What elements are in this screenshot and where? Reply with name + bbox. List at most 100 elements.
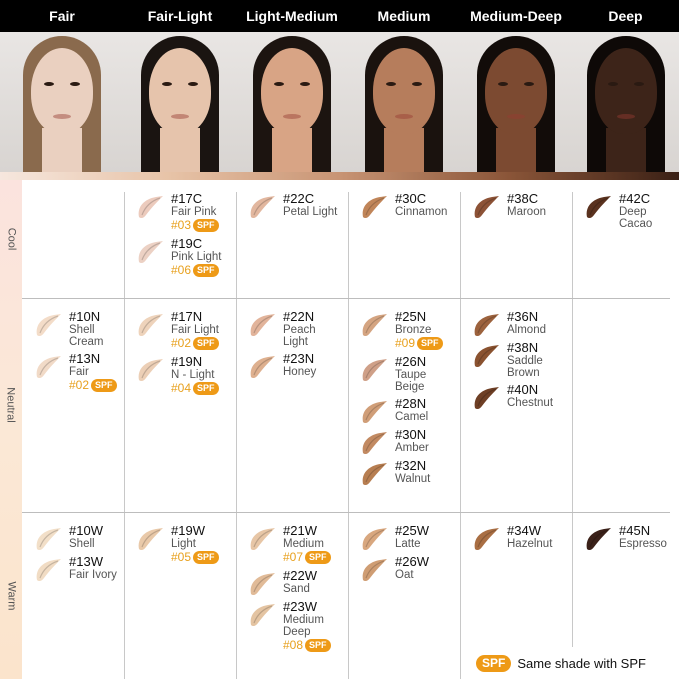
shade-cell: #17C Fair Pink #03 SPF #19C Pink Light #06 SPF [124,180,236,282]
spf-code: #04 [171,381,192,395]
spf-variant: #03 SPF [171,218,219,233]
column-label-light-medium: Light-Medium [246,8,338,24]
shade-item[interactable]: #45N Espresso [572,524,679,551]
shade-item[interactable]: #23W Medium Deep #08 SPF [236,600,348,653]
shade-cell: #21W Medium #07 SPF #22W Sand #23W Medium Deep #… [236,512,348,657]
spf-badge: SPF [193,264,219,277]
row-divider [22,512,670,513]
shade-name: Fair Pink [171,206,217,218]
shade-name: Shell [69,538,95,550]
shade-item[interactable]: #10W Shell [22,524,124,551]
shade-item[interactable]: #21W Medium #07 SPF [236,524,348,565]
shade-item[interactable]: #22N Peach Light [236,310,348,348]
shade-swatch-icon [248,572,276,596]
shade-item[interactable]: #32N Walnut [348,459,460,486]
shade-name: Medium [283,538,324,550]
shade-name: Hazelnut [507,538,553,550]
spf-code: #03 [171,218,192,232]
shade-name: Sand [283,583,310,595]
shade-cell [22,180,124,192]
shade-swatch-icon [472,313,500,337]
shade-item[interactable]: #28N Camel [348,397,460,424]
shade-cell: #25W Latte #26W Oat [348,512,460,586]
shade-code: #13N [69,351,101,366]
shade-name: N - Light [171,369,215,381]
shade-name: Taupe Beige [395,369,427,393]
shade-code: #23W [283,599,317,614]
shade-code: #45N [619,523,651,538]
column-divider [460,192,461,679]
shade-item[interactable]: #13W Fair Ivory [22,555,124,582]
shade-item[interactable]: #36N Almond [460,310,572,337]
model-face-fair [0,32,124,172]
shade-code: #34W [507,523,541,538]
undertone-column [0,180,22,679]
shade-item[interactable]: #22W Sand [236,569,348,596]
shade-code: #38N [507,340,539,355]
shade-swatch-icon [472,386,500,410]
shade-cell [572,298,679,310]
shade-code: #22C [283,191,315,206]
shade-item[interactable]: #17N Fair Light #02 SPF [124,310,236,351]
shade-cell: #22N Peach Light #23N Honey [236,298,348,383]
shade-item[interactable]: #42C Deep Cacao [572,192,679,230]
shade-code: #19N [171,354,203,369]
shade-code: #25N [395,309,427,324]
column-divider [572,192,573,647]
shade-name: Camel [395,411,429,423]
shade-cell: #42C Deep Cacao [572,180,679,234]
shade-swatch-icon [248,195,276,219]
shade-item[interactable]: #30C Cinnamon [348,192,460,219]
spf-code: #02 [69,378,90,392]
shade-item[interactable]: #22C Petal Light [236,192,348,219]
shade-item[interactable]: #26N Taupe Beige [348,355,460,393]
shade-item[interactable]: #17C Fair Pink #03 SPF [124,192,236,233]
shade-item[interactable]: #23N Honey [236,352,348,379]
shade-cell: #10N Shell Cream #13N Fair #02 SPF [22,298,124,397]
spf-code: #09 [395,336,416,350]
shade-item[interactable]: #25W Latte [348,524,460,551]
shade-item[interactable]: #19C Pink Light #06 SPF [124,237,236,278]
shade-item[interactable]: #38N Saddle Brown [460,341,572,379]
shade-name: Fair Ivory [69,569,117,581]
shade-item[interactable]: #26W Oat [348,555,460,582]
shade-code: #30N [395,427,427,442]
column-divider [348,192,349,679]
spf-badge: SPF [193,219,219,232]
shade-name: Walnut [395,473,431,485]
shade-name: Maroon [507,206,546,218]
shade-cell: #19W Light #05 SPF [124,512,236,569]
spf-badge: SPF [193,337,219,350]
model-face-deep [572,32,679,172]
shade-cell: #45N Espresso [572,512,679,555]
spf-variant: #04 SPF [171,381,219,396]
spf-badge: SPF [193,551,219,564]
shade-name: Deep Cacao [619,206,653,230]
shade-item[interactable]: #34W Hazelnut [460,524,572,551]
shade-item[interactable]: #30N Amber [348,428,460,455]
shade-swatch-icon [472,527,500,551]
shade-item[interactable]: #40N Chestnut [460,383,572,410]
shade-swatch-icon [472,195,500,219]
column-label-fair-light: Fair-Light [147,8,213,24]
row-label-text: Warm [5,581,18,610]
shade-swatch-icon [34,313,62,337]
shade-item[interactable]: #19W Light #05 SPF [124,524,236,565]
shade-item[interactable]: #10N Shell Cream [22,310,124,348]
shade-cell: #34W Hazelnut [460,512,572,555]
spf-variant: #09 SPF [395,336,443,351]
shade-code: #17C [171,191,203,206]
shade-item[interactable]: #38C Maroon [460,192,572,219]
shade-cell: #22C Petal Light [236,180,348,223]
shade-item[interactable]: #25N Bronze #09 SPF [348,310,460,351]
shade-code: #19W [171,523,205,538]
spf-badge: SPF [91,379,117,392]
shade-cell: #30C Cinnamon [348,180,460,223]
shade-name: Petal Light [283,206,338,218]
shade-code: #26N [395,354,427,369]
spf-variant: #02 SPF [69,378,117,393]
shade-name: Espresso [619,538,667,550]
shade-swatch-icon [360,527,388,551]
shade-item[interactable]: #13N Fair #02 SPF [22,352,124,393]
shade-item[interactable]: #19N N - Light #04 SPF [124,355,236,396]
